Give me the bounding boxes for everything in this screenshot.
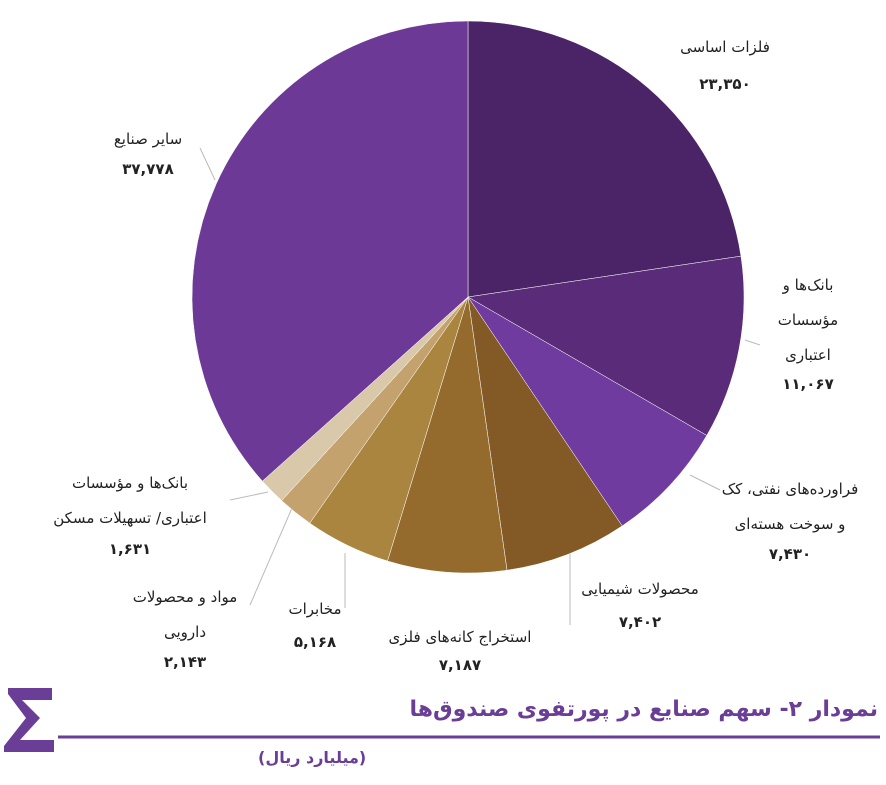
leader-line bbox=[199, 147, 216, 181]
slice-label: استخراج کانه‌های فلزی bbox=[388, 628, 532, 646]
leader-lines bbox=[199, 147, 761, 625]
slice-label: محصولات شیمیایی bbox=[581, 580, 699, 598]
pie-slice bbox=[467, 255, 745, 436]
slice-label: بانک‌ها و مؤسسات اعتباری bbox=[777, 276, 839, 364]
sigma-logo bbox=[4, 688, 54, 752]
pie-slice bbox=[467, 296, 708, 527]
value-label: ۷,۴۳۰ bbox=[768, 545, 812, 563]
leader-line bbox=[689, 474, 721, 491]
slice-label: بانک‌ها و مؤسسات اعتباری/ تسهیلات مسکن bbox=[53, 474, 207, 527]
slice-label: سایر صنایع bbox=[113, 130, 183, 148]
value-label: ۲,۱۴۳ bbox=[163, 653, 207, 671]
leader-line bbox=[229, 491, 269, 501]
value-label: ۳۷,۷۷۸ bbox=[122, 160, 174, 178]
slice-label: مخابرات bbox=[288, 600, 342, 618]
value-label: ۱۱,۰۶۷ bbox=[782, 375, 834, 393]
slice-label: فلزات اساسی bbox=[680, 38, 770, 56]
value-label: ۱,۶۳۱ bbox=[108, 540, 152, 558]
pie-slice bbox=[467, 20, 742, 298]
chart-subtitle: (میلیارد ریال) bbox=[258, 748, 367, 767]
value-label: ۲۳,۳۵۰ bbox=[699, 75, 751, 93]
slice-label: مواد و محصولات دارویی bbox=[132, 588, 238, 641]
value-label: ۷,۴۰۲ bbox=[618, 613, 662, 631]
leader-line bbox=[744, 339, 761, 346]
pie-slice bbox=[191, 20, 469, 482]
chart-title: نمودار ۲- سهم صنایع در پورتفوی صندوق‌ها bbox=[409, 697, 878, 722]
leader-line bbox=[249, 507, 293, 606]
pie-slice bbox=[387, 296, 508, 574]
logo bbox=[4, 688, 54, 752]
pie-slice bbox=[467, 296, 623, 571]
value-label: ۵,۱۶۸ bbox=[293, 633, 337, 651]
slice-label: فراورده‌های نفتی، کک و سوخت هسته‌ای bbox=[721, 480, 859, 533]
value-label: ۷,۱۸۷ bbox=[438, 656, 482, 674]
